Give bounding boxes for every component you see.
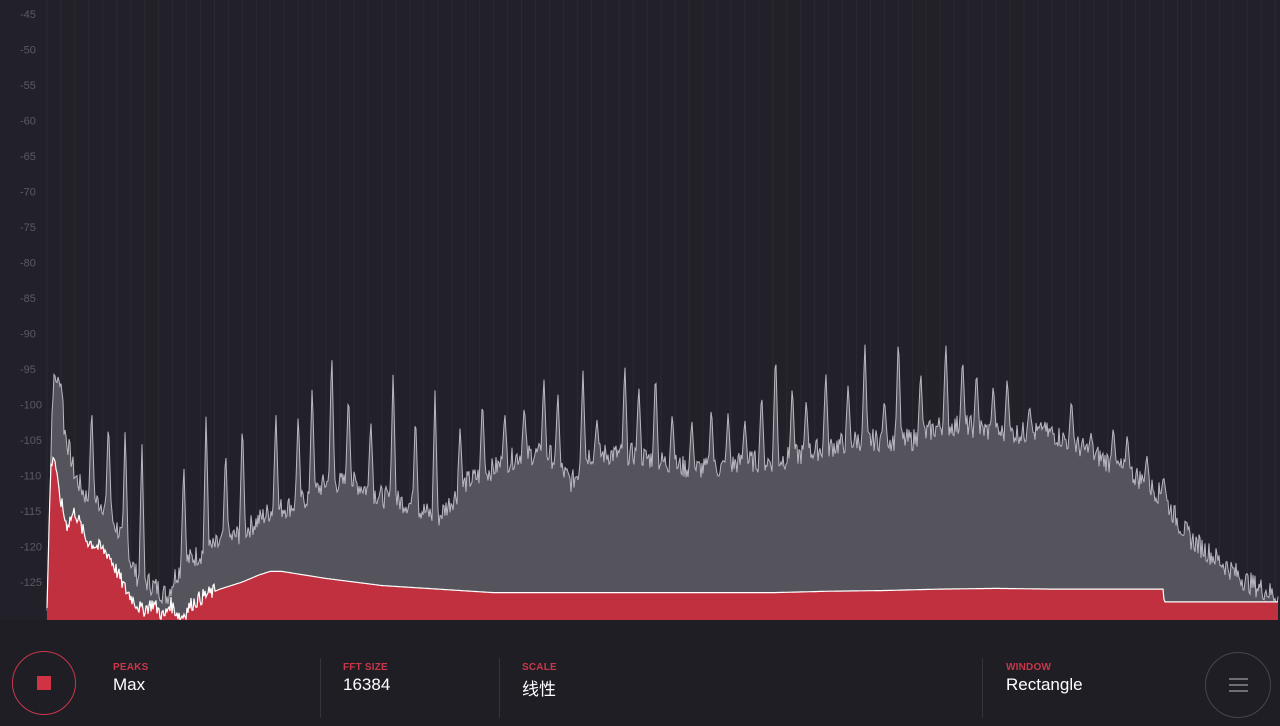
y-tick-label: -50 — [20, 45, 36, 57]
peaks-label: PEAKS — [113, 662, 149, 673]
y-tick-label: -75 — [20, 222, 36, 234]
current-line — [46, 456, 1278, 620]
scale-value: 线性 — [522, 680, 556, 699]
spectrum-chart: -45 -50 -55 -60 -65 -70 -75 -80 -85 -90 -95 -100 -10… — [20, 9, 1279, 620]
peak-area — [47, 344, 1278, 620]
divider — [320, 658, 321, 718]
peaks-value: Max — [113, 675, 146, 694]
peak-line — [46, 344, 1279, 611]
y-tick-label: -55 — [20, 80, 36, 92]
scale-label: SCALE — [522, 662, 557, 673]
y-tick-label: -100 — [20, 400, 42, 412]
y-tick-label: -95 — [20, 364, 36, 376]
fft-size-setting[interactable]: FFT SIZE 16384 — [343, 662, 390, 695]
scale-setting[interactable]: SCALE 线性 — [522, 662, 557, 700]
y-tick-label: -65 — [20, 151, 36, 163]
y-tick-label: -80 — [20, 258, 36, 270]
y-tick-label: -105 — [20, 435, 42, 447]
current-area — [47, 457, 1278, 620]
y-tick-label: -115 — [20, 506, 41, 518]
divider — [982, 658, 983, 718]
divider — [499, 658, 500, 718]
window-setting[interactable]: WINDOW Rectangle — [1006, 662, 1083, 695]
menu-button[interactable] — [1205, 652, 1271, 718]
spectrum-plot: -45 -50 -55 -60 -65 -70 -75 -80 -85 -90 -95 -100 -10… — [20, 9, 1279, 620]
y-tick-label: -60 — [20, 116, 36, 128]
stop-icon — [37, 676, 51, 690]
window-value: Rectangle — [1006, 675, 1083, 694]
fft-size-label: FFT SIZE — [343, 662, 388, 673]
y-tick-label: -110 — [20, 471, 41, 483]
peaks-setting[interactable]: PEAKS Max — [113, 662, 148, 695]
record-stop-button[interactable] — [12, 651, 76, 715]
y-tick-label: -125 — [20, 577, 42, 589]
y-tick-label: -45 — [20, 9, 36, 21]
window-label: WINDOW — [1006, 662, 1052, 673]
fft-size-value: 16384 — [343, 675, 391, 694]
y-tick-label: -90 — [20, 329, 36, 341]
y-tick-label: -70 — [20, 187, 36, 199]
control-bar — [0, 620, 1280, 726]
y-tick-label: -85 — [20, 293, 36, 305]
y-tick-label: -120 — [20, 542, 42, 554]
